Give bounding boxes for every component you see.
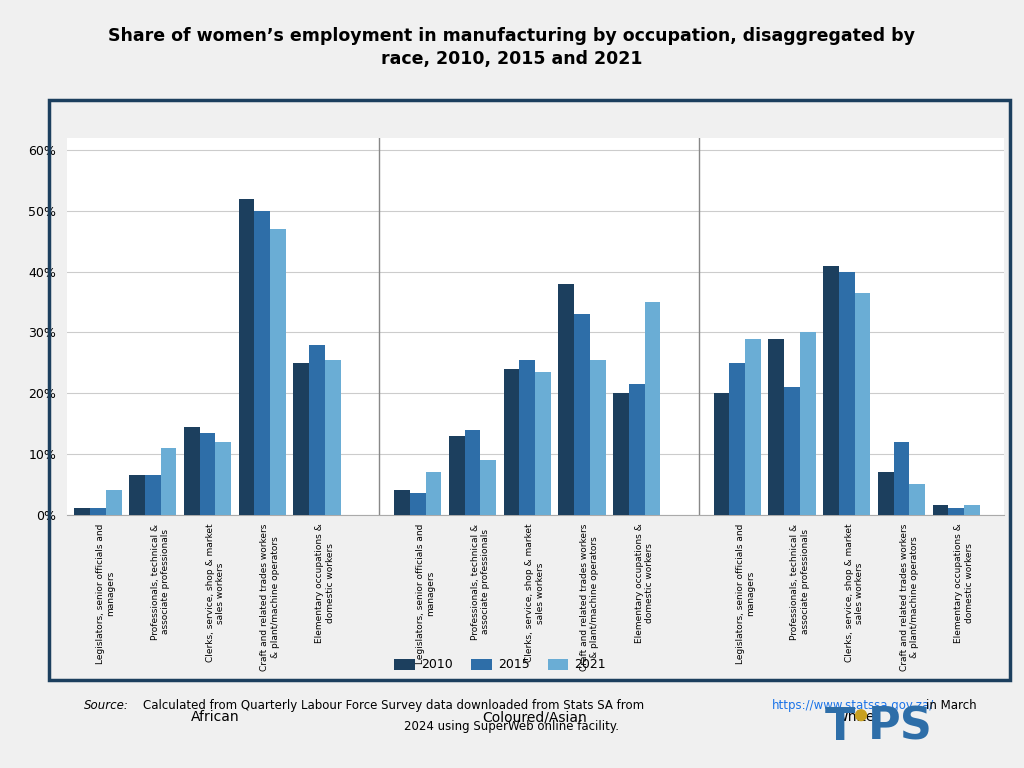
Bar [613,393,629,515]
Text: T: T [825,706,855,749]
Text: African: African [191,710,240,724]
Bar [823,266,839,515]
Bar [644,302,660,515]
Bar [909,484,925,515]
Bar [504,369,519,515]
Bar [768,339,784,515]
Bar [714,393,729,515]
Bar [784,387,800,515]
Text: Coloured/Asian: Coloured/Asian [482,710,588,724]
Bar [480,460,496,515]
Text: Share of women’s employment in manufacturing by occupation, disaggregated by
rac: Share of women’s employment in manufactu… [109,27,915,68]
Text: 2015: 2015 [498,658,529,670]
Bar [254,211,270,515]
Bar [145,475,161,515]
Bar [161,448,176,515]
Bar [449,435,465,515]
Bar [745,339,761,515]
Bar [270,230,286,515]
Text: PS: PS [868,706,933,749]
Circle shape [856,710,866,720]
Bar [239,199,254,515]
Bar [800,333,816,515]
Bar [558,284,574,515]
Bar [410,493,426,515]
Bar [519,359,536,515]
Bar [325,359,341,515]
Bar [894,442,909,515]
Bar [855,293,870,515]
Bar [215,442,231,515]
Text: https://www.statssa.gov.za/: https://www.statssa.gov.za/ [772,699,934,712]
Bar [933,505,948,515]
Text: Source:: Source: [84,699,129,712]
Bar [590,359,605,515]
Text: in March: in March [926,699,976,712]
Bar [309,345,325,515]
Bar [629,384,644,515]
Text: Calculated from Quarterly Labour Force Survey data downloaded from Stats SA from: Calculated from Quarterly Labour Force S… [143,699,644,712]
Bar [394,490,410,515]
Bar [948,508,965,515]
Bar [965,505,980,515]
Bar [75,508,90,515]
Bar [878,472,894,515]
Text: 2024 using SuperWeb online facility.: 2024 using SuperWeb online facility. [404,720,620,733]
Bar [465,429,480,515]
Text: 2010: 2010 [421,658,453,670]
Bar [200,432,215,515]
Bar [90,508,105,515]
Bar [294,362,309,515]
Bar [729,362,745,515]
Bar [184,426,200,515]
Bar [536,372,551,515]
Bar [839,272,855,515]
Bar [105,490,122,515]
Text: White: White [835,710,874,724]
Bar [426,472,441,515]
Bar [574,314,590,515]
Bar [129,475,145,515]
Text: 2021: 2021 [574,658,606,670]
